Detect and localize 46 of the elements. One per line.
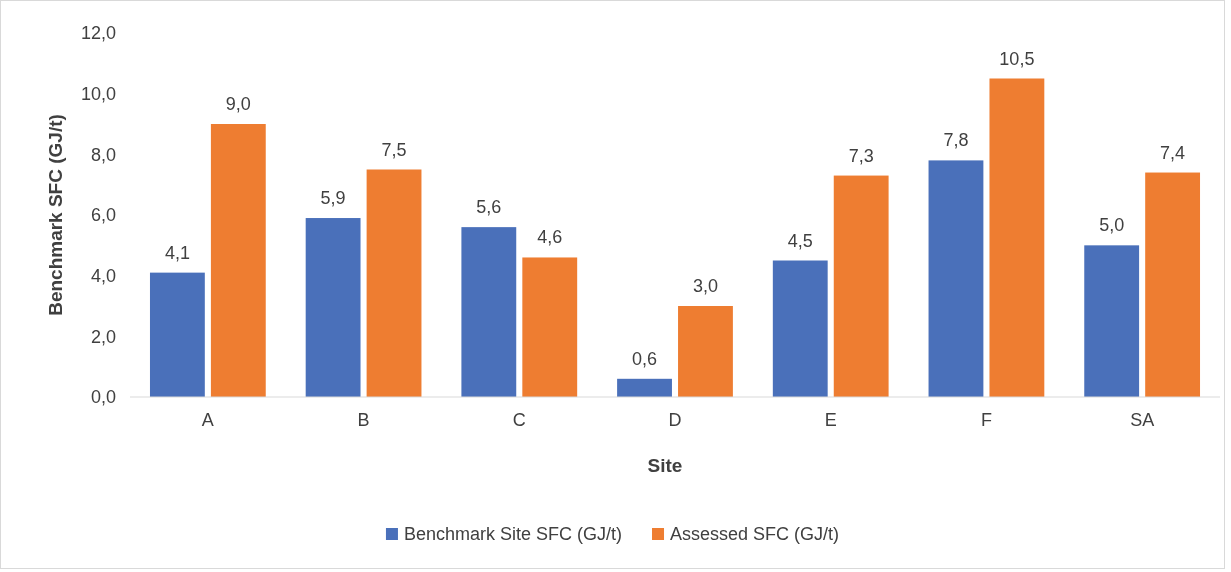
x-tick-label: B bbox=[357, 409, 370, 430]
legend-label: Assessed SFC (GJ/t) bbox=[670, 524, 840, 544]
bar bbox=[522, 257, 578, 397]
data-label: 4,6 bbox=[537, 227, 563, 248]
bar bbox=[305, 218, 361, 397]
data-label: 3,0 bbox=[692, 276, 718, 296]
y-tick-label: 0,0 bbox=[90, 387, 116, 408]
bar bbox=[149, 272, 205, 397]
x-tick-label: SA bbox=[1130, 409, 1155, 430]
y-tick-label: 6,0 bbox=[90, 205, 116, 226]
bar bbox=[1145, 172, 1201, 397]
legend-label: Benchmark Site SFC (GJ/t) bbox=[403, 524, 623, 544]
bar bbox=[833, 175, 889, 397]
data-label: 4,1 bbox=[164, 242, 190, 263]
y-tick-label: 2,0 bbox=[90, 326, 116, 347]
x-tick-label: F bbox=[980, 409, 992, 430]
bar bbox=[772, 260, 828, 397]
y-tick-label: 12,0 bbox=[80, 23, 116, 44]
y-axis-title: Benchmark SFC (GJ/t) bbox=[45, 114, 66, 316]
y-tick-label: 10,0 bbox=[80, 83, 116, 104]
y-tick-label: 4,0 bbox=[90, 265, 116, 286]
bar bbox=[617, 378, 672, 397]
x-tick-label: C bbox=[512, 409, 526, 430]
bar bbox=[928, 160, 984, 397]
bar bbox=[210, 124, 266, 397]
data-label: 0,6 bbox=[632, 348, 658, 369]
data-label: 9,0 bbox=[225, 94, 251, 114]
bar bbox=[678, 306, 733, 397]
bar bbox=[366, 169, 422, 397]
data-label: 5,0 bbox=[1099, 215, 1125, 236]
bar bbox=[1084, 245, 1140, 397]
data-label: 7,3 bbox=[848, 145, 874, 166]
data-label: 5,6 bbox=[476, 197, 502, 218]
bar bbox=[461, 227, 517, 397]
data-label: 7,4 bbox=[1160, 142, 1186, 163]
data-label: 7,8 bbox=[943, 130, 969, 151]
x-axis-title: Site bbox=[647, 455, 683, 476]
y-tick-label: 8,0 bbox=[90, 144, 116, 165]
x-tick-label: A bbox=[201, 409, 214, 430]
bar bbox=[989, 78, 1045, 397]
data-label: 7,5 bbox=[381, 139, 407, 160]
data-label: 4,5 bbox=[787, 230, 813, 251]
x-tick-label: D bbox=[668, 409, 682, 430]
data-label: 10,5 bbox=[999, 48, 1035, 69]
data-label: 5,9 bbox=[320, 188, 346, 209]
x-tick-label: E bbox=[824, 409, 837, 430]
